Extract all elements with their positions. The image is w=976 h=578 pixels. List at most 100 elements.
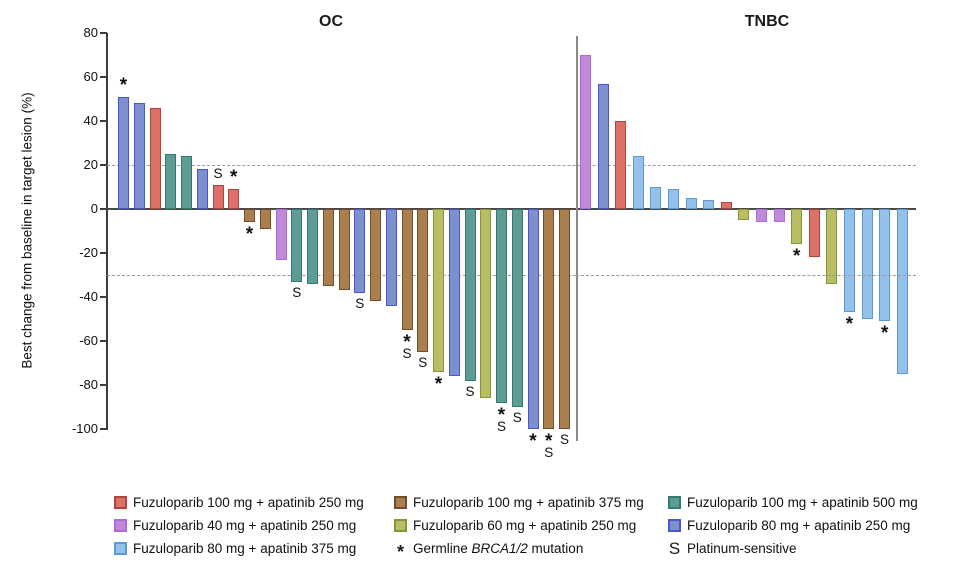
legend-item: * Germline BRCA1/2 mutation (394, 539, 584, 562)
y-tick-mark (100, 384, 107, 386)
bar (773, 209, 785, 223)
y-tick-label: 80 (83, 25, 98, 40)
legend-label: Fuzuloparib 60 mg + apatinib 250 mg (413, 517, 637, 533)
legend-label: Fuzuloparib 40 mg + apatinib 250 mg (133, 517, 357, 533)
bar (650, 187, 662, 209)
panel-title-oc: OC (319, 13, 343, 30)
bar (632, 156, 644, 209)
y-tick-label: 40 (83, 113, 98, 128)
y-tick-mark (100, 208, 107, 210)
threshold-line-plus20 (107, 165, 916, 166)
platinum-s-mark: S (465, 383, 475, 399)
bar (738, 209, 750, 220)
bar (322, 209, 334, 286)
bar (401, 209, 413, 330)
legend-swatch-olive (394, 518, 407, 532)
y-tick-label: -20 (79, 245, 98, 260)
bar (133, 103, 145, 209)
y-axis-title: Best change from baseline in target lesi… (19, 92, 35, 369)
bar (703, 200, 715, 209)
legend-item: Fuzuloparib 40 mg + apatinib 250 mg (114, 516, 356, 534)
bar (385, 209, 397, 306)
bar (307, 209, 318, 284)
bar (118, 96, 129, 209)
bar (879, 209, 891, 322)
bar (527, 209, 539, 429)
y-tick-mark (100, 120, 107, 122)
legend-swatch-purple (114, 518, 127, 532)
brca-asterisk-marker: * (396, 541, 404, 562)
legend-item: Fuzuloparib 60 mg + apatinib 250 mg (394, 516, 636, 534)
legend-item: Fuzuloparib 100 mg + apatinib 375 mg (394, 493, 644, 511)
bar (808, 209, 820, 258)
platinum-s-marker: S (668, 538, 681, 558)
bar (291, 209, 303, 282)
platinum-s-mark: S (402, 346, 412, 361)
brca-asterisk-mark: * (529, 431, 537, 452)
bar (826, 209, 838, 284)
bar (756, 209, 767, 223)
threshold-line-minus30 (576, 275, 916, 276)
bar (165, 154, 177, 209)
legend-swatch-blue (668, 518, 681, 532)
bar (896, 209, 908, 374)
bar (543, 209, 555, 429)
legend-item: Fuzuloparib 80 mg + apatinib 375 mg (114, 539, 356, 557)
platinum-s-mark: S (292, 284, 302, 300)
brca-asterisk-mark: * (497, 404, 506, 426)
legend-label: Germline BRCA1/2 mutation (413, 540, 584, 556)
bar (580, 55, 591, 209)
legend-label: Fuzuloparib 80 mg + apatinib 375 mg (133, 540, 357, 556)
y-axis-line (106, 33, 108, 430)
brca-asterisk-mark: * (880, 323, 889, 345)
legend-swatch-skyblue (114, 541, 127, 555)
y-tick-label: -100 (71, 421, 98, 436)
platinum-s-mark: S (544, 445, 554, 460)
brca-asterisk-mark: * (119, 74, 128, 96)
bar (480, 209, 492, 399)
platinum-s-mark: S (418, 355, 428, 370)
platinum-s-mark: S (355, 295, 365, 311)
bar (685, 198, 697, 209)
y-tick-mark (100, 32, 107, 34)
bar (181, 156, 192, 209)
legend-item: Fuzuloparib 100 mg + apatinib 250 mg (114, 493, 364, 511)
legend-label: Fuzuloparib 100 mg + apatinib 250 mg (133, 494, 364, 510)
platinum-s-mark: S (559, 432, 569, 447)
y-tick-label: -40 (79, 289, 98, 304)
brca-asterisk-mark: * (245, 224, 254, 246)
bar (149, 107, 161, 209)
legend-item: Fuzuloparib 100 mg + apatinib 500 mg (668, 493, 918, 511)
legend-item: Fuzuloparib 80 mg + apatinib 250 mg (668, 516, 910, 534)
legend-swatch-teal (668, 495, 681, 509)
legend-label: Fuzuloparib 100 mg + apatinib 375 mg (413, 494, 644, 510)
y-tick-mark (100, 428, 107, 430)
bar (464, 209, 476, 381)
y-tick-mark (100, 296, 107, 298)
legend-item: S Platinum-sensitive (668, 539, 797, 557)
y-tick-mark (100, 340, 107, 342)
platinum-s-mark: S (496, 418, 506, 434)
y-tick-label: -60 (79, 333, 98, 348)
bar (433, 209, 444, 372)
zero-baseline (107, 208, 916, 210)
brca-asterisk-mark: * (434, 373, 443, 395)
brca-asterisk-mark: * (230, 167, 238, 189)
bar (844, 209, 855, 313)
legend-label: Fuzuloparib 100 mg + apatinib 500 mg (687, 494, 918, 510)
bar (861, 209, 873, 319)
brca-asterisk-mark: * (403, 332, 411, 353)
bar (496, 209, 507, 403)
bar (668, 189, 679, 209)
bar (597, 83, 609, 209)
y-tick-label: 20 (83, 157, 98, 172)
brca-asterisk-mark: * (792, 246, 801, 268)
y-tick-label: -80 (79, 377, 98, 392)
y-tick-mark (100, 252, 107, 254)
y-tick-mark (100, 76, 107, 78)
platinum-s-mark: S (213, 165, 223, 181)
bar (448, 209, 460, 377)
bar (417, 209, 429, 352)
bar (259, 209, 271, 229)
